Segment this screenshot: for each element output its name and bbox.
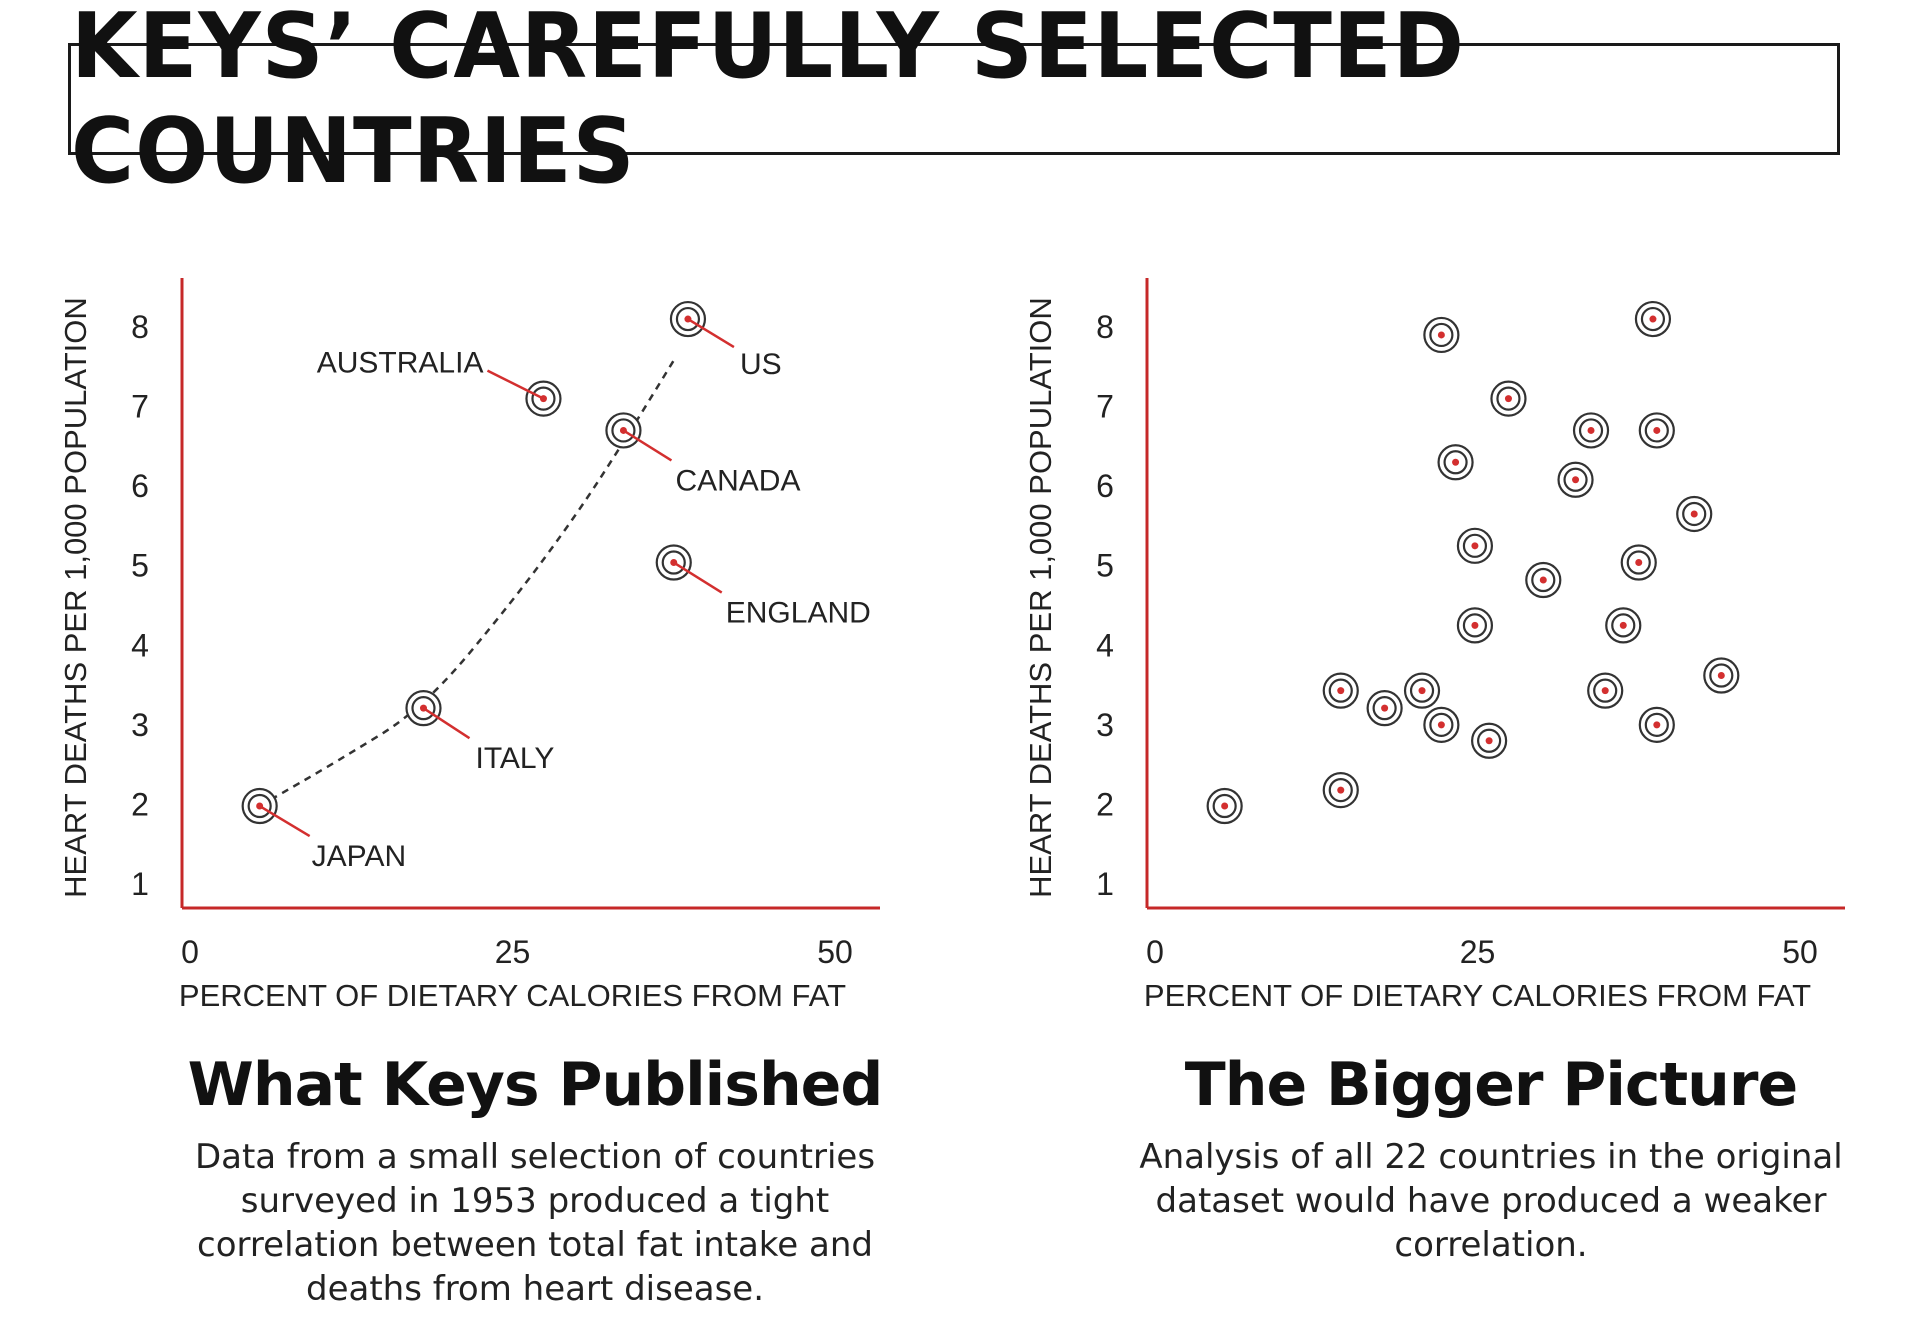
y-tick-label: 6 [1096,468,1114,504]
y-tick-label: 8 [131,309,149,345]
right-panel-heading: The Bigger Picture [1184,1050,1798,1120]
x-tick-label: 25 [495,934,531,970]
data-point [1703,657,1740,694]
data-point [1638,706,1675,743]
label-leader-line [673,561,723,594]
y-tick-label: 1 [1096,866,1114,902]
data-point [1557,461,1594,498]
y-tick-label: 7 [131,389,149,425]
y-tick-label: 3 [1096,707,1114,743]
data-point [1437,444,1474,481]
y-tick-label: 8 [1096,309,1114,345]
y-tick-label: 2 [1096,786,1114,822]
data-point [1634,300,1672,338]
data-point [1587,672,1624,709]
data-point [1676,495,1713,533]
y-tick-label: 5 [1096,548,1114,584]
x-tick-label: 0 [1146,934,1164,970]
data-point [1322,772,1359,809]
page-title: KEYS’ CAREFULLY SELECTED COUNTRIES [71,0,1465,204]
left-panel-heading: What Keys Published [187,1050,884,1120]
point-label: JAPAN [312,840,406,873]
x-tick-label: 50 [1782,934,1818,970]
y-tick-label: 4 [1096,627,1114,663]
data-point [1456,607,1494,644]
data-point [1456,527,1494,564]
label-leader-line [687,317,735,349]
x-tick-label: 0 [181,934,199,970]
label-leader-line [259,804,311,838]
point-label: US [740,348,782,381]
data-point [1490,380,1527,417]
x-axis-label: PERCENT OF DIETARY CALORIES FROM FAT [1144,978,1811,1013]
y-tick-label: 3 [131,707,149,743]
data-point [1206,787,1243,825]
point-label: ITALY [475,742,554,775]
data-point [1423,316,1460,354]
y-tick-label: 6 [131,468,149,504]
point-label: CANADA [675,464,800,497]
x-tick-label: 25 [1460,934,1496,970]
data-point [1572,412,1610,449]
y-tick-label: 7 [1096,389,1114,425]
y-axis-label: HEART DEATHS PER 1,000 POPULATION [1023,297,1058,898]
x-tick-label: 50 [817,934,853,970]
y-tick-label: 2 [131,786,149,822]
point-label: AUSTRALIA [317,347,484,380]
y-tick-label: 1 [131,866,149,902]
label-leader-line [622,429,673,462]
data-point [1403,672,1441,709]
label-leader-line [486,369,545,400]
left-panel-description: Data from a small selection of countries… [194,1137,876,1309]
point-label: ENGLAND [726,597,871,630]
y-tick-label: 5 [131,548,149,584]
data-point [1471,722,1508,759]
y-axis-label: HEART DEATHS PER 1,000 POPULATION [58,297,93,898]
title-banner: KEYS’ CAREFULLY SELECTED COUNTRIES [68,0,1840,204]
trend-line [259,359,675,808]
x-axis-label: PERCENT OF DIETARY CALORIES FROM FAT [179,978,846,1013]
data-point [1620,544,1657,581]
data-point [1423,706,1460,743]
data-point [1525,561,1562,599]
data-point [1366,690,1403,727]
data-point [1605,607,1642,644]
data-point [1322,672,1359,709]
label-leader-line [422,707,471,740]
right-panel-description: Analysis of all 22 countries in the orig… [1139,1137,1843,1265]
data-point [1638,412,1675,449]
y-tick-label: 4 [131,627,149,663]
